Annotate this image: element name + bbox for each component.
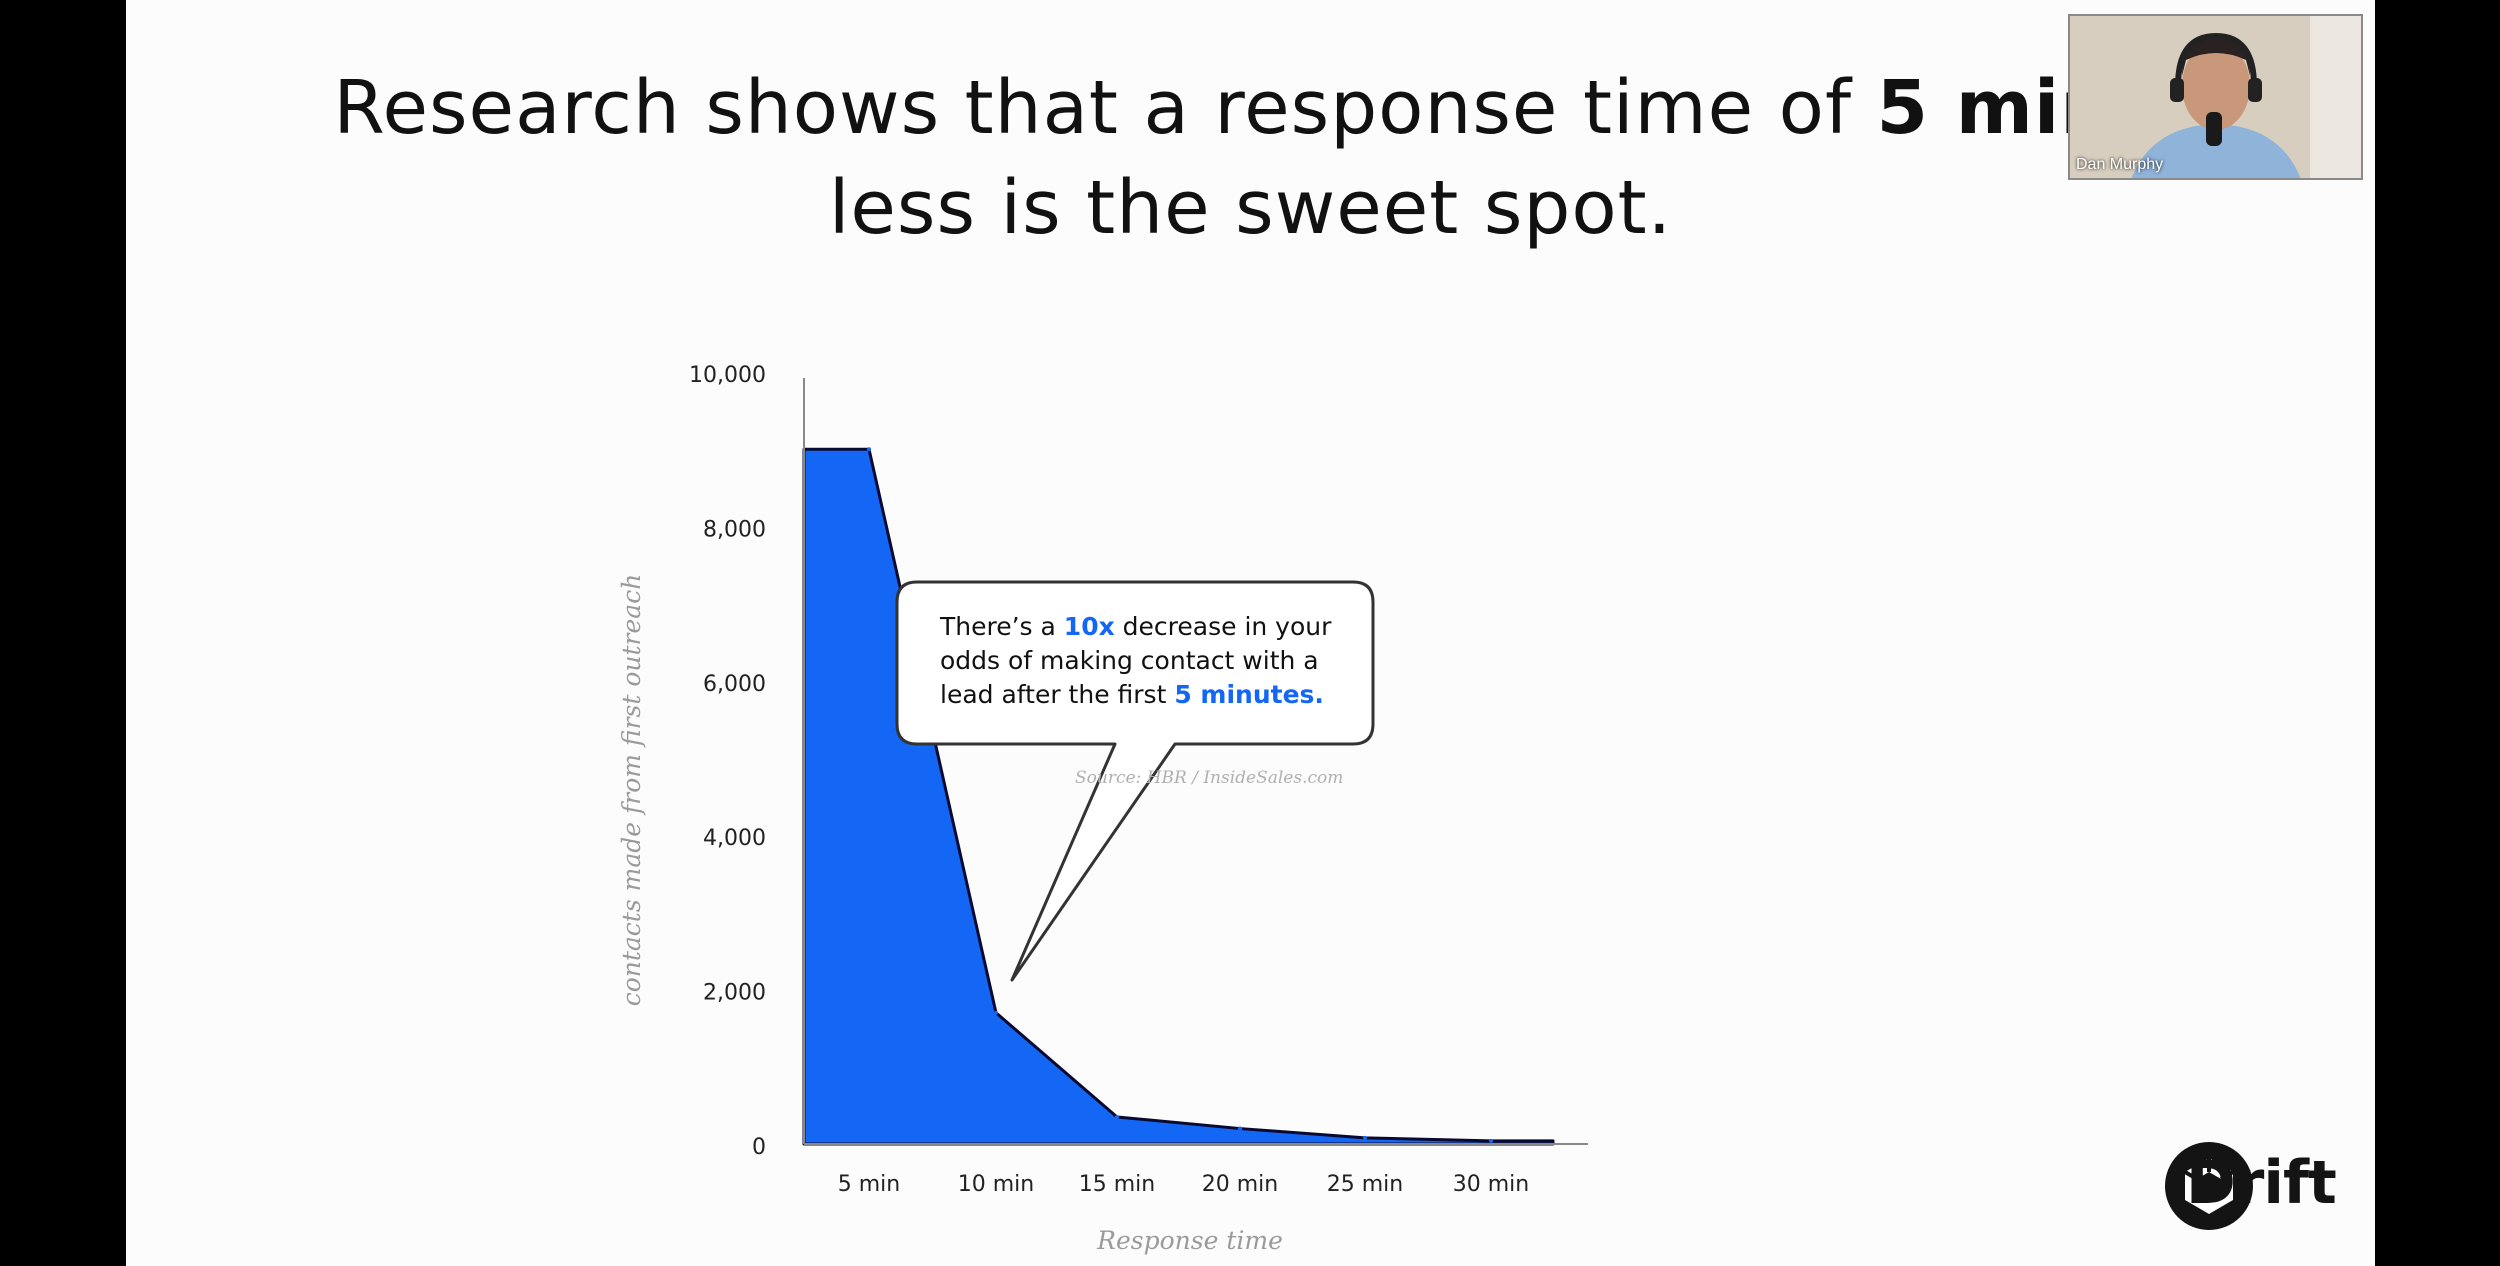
title-line-1: Research shows that a response time of 5… [126,58,2375,158]
source-note: Source: HBR / InsideSales.com [1075,768,1344,788]
data-point [994,1010,998,1015]
x-tick-label: 25 min [1327,1172,1403,1197]
x-tick-label: 15 min [1079,1172,1155,1197]
y-tick-label: 4,000 [703,826,766,851]
webcam-person-icon [2070,16,2361,178]
data-point [1489,1138,1493,1143]
y-axis-title: contacts made from first outreach [617,574,646,1007]
x-tick-label: 5 min [838,1172,900,1197]
x-tick-label: 20 min [1202,1172,1278,1197]
callout-highlight-5-minutes: 5 minutes. [1174,680,1324,709]
slide-title: Research shows that a response time of 5… [126,58,2375,258]
callout-text: There’s a 10x decrease in your odds of m… [940,610,1380,712]
x-tick-label: 10 min [958,1172,1034,1197]
y-tick-label: 10,000 [689,363,766,388]
title-line-2: less is the sweet spot. [828,165,1673,251]
y-tick-label: 0 [752,1135,766,1160]
y-tick-label: 6,000 [703,672,766,697]
data-point [1115,1114,1119,1119]
callout-part-1: There’s a [940,612,1064,641]
x-tick-label: 30 min [1453,1172,1529,1197]
data-point [1363,1135,1367,1140]
webcam-thumbnail[interactable]: Dan Murphy [2068,14,2363,180]
webcam-name-label: Dan Murphy [2076,156,2164,173]
y-tick-label: 2,000 [703,981,766,1006]
x-axis-title: Response time [1096,1226,1283,1255]
callout-bubble [895,580,1375,982]
y-tick-label: 8,000 [703,517,766,542]
drift-logo-icon [2165,1142,2253,1230]
title-line-1-text: Research shows that a response time of [333,65,1877,151]
data-point [1238,1126,1242,1131]
callout-part-2: decrease in your odds of making contact … [940,612,1332,709]
slide: Research shows that a response time of 5… [126,0,2375,1266]
drift-logo-text: Drift [2186,1148,2337,1218]
data-point [867,447,871,452]
callout-highlight-10x: 10x [1063,612,1115,641]
